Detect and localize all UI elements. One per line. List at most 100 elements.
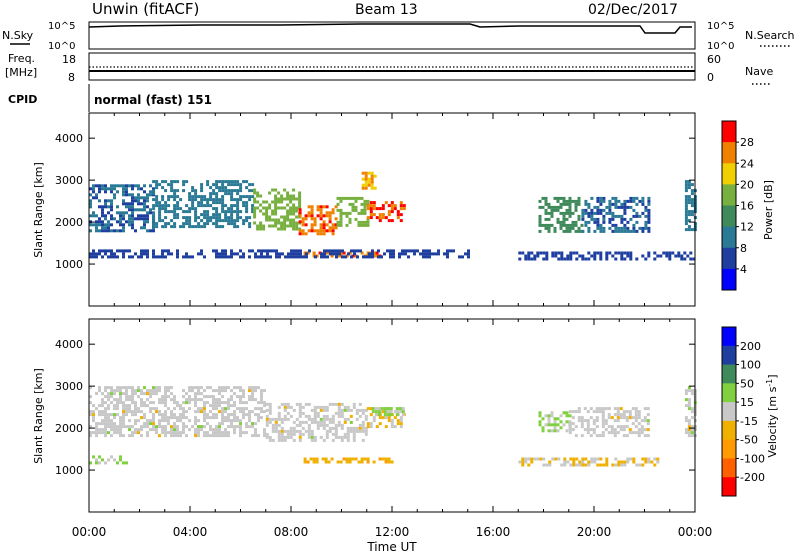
x-tick-label: 00:00 bbox=[678, 525, 713, 539]
power-echo-cell bbox=[134, 184, 137, 188]
velocity-echo-cell bbox=[188, 401, 191, 405]
velocity-echo-cell bbox=[345, 460, 349, 464]
velocity-echo-cell bbox=[265, 414, 269, 418]
power-echo-cell bbox=[647, 251, 651, 255]
power-echo-cell bbox=[623, 257, 627, 261]
velocity-echo-cell bbox=[218, 389, 221, 393]
power-echo-cell bbox=[253, 221, 257, 225]
velocity-echo-cell bbox=[601, 431, 605, 435]
power-echo-cell bbox=[176, 213, 180, 217]
velocity-echo-cell bbox=[613, 434, 617, 438]
power-echo-cell bbox=[194, 216, 198, 220]
velocity-echo-cell bbox=[158, 419, 161, 423]
power-echo-cell bbox=[140, 217, 143, 221]
velocity-echo-cell bbox=[101, 401, 104, 405]
power-echo-cell bbox=[197, 225, 201, 229]
power-echo-cell bbox=[95, 255, 98, 259]
velocity-echo-cell bbox=[653, 457, 657, 461]
velocity-echo-cell bbox=[101, 398, 104, 402]
power-echo-cell bbox=[361, 171, 365, 175]
power-echo-cell bbox=[568, 199, 572, 203]
velocity-echo-cell bbox=[687, 407, 691, 411]
velocity-echo-cell bbox=[562, 423, 566, 427]
power-echo-cell bbox=[265, 209, 269, 213]
velocity-echo-cell bbox=[265, 423, 269, 427]
velocity-echo-cell bbox=[619, 413, 623, 417]
velocity-echo-cell bbox=[289, 435, 293, 439]
power-echo-cell bbox=[387, 213, 391, 217]
velocity-echo-cell bbox=[383, 413, 387, 417]
velocity-echo-cell bbox=[221, 395, 224, 399]
velocity-echo-cell bbox=[254, 386, 257, 390]
power-echo-cell bbox=[361, 186, 365, 190]
velocity-echo-cell bbox=[366, 422, 370, 426]
power-echo-cell bbox=[233, 183, 237, 187]
power-echo-cell bbox=[230, 216, 234, 220]
power-echo-cell bbox=[155, 222, 159, 226]
velocity-echo-cell bbox=[248, 398, 251, 402]
velocity-echo-cell bbox=[634, 431, 638, 435]
velocity-echo-cell bbox=[581, 457, 585, 461]
velocity-echo-cell bbox=[239, 419, 242, 423]
power-echo-cell bbox=[684, 189, 688, 193]
power-echo-cell bbox=[422, 255, 425, 259]
power-echo-cell bbox=[437, 249, 440, 253]
colorbar-frame bbox=[721, 326, 737, 497]
power-echo-cell bbox=[565, 226, 569, 230]
velocity-echo-cell bbox=[113, 428, 116, 432]
power-echo-cell bbox=[209, 186, 213, 190]
velocity-echo-cell bbox=[334, 411, 338, 415]
velocity-echo-cell bbox=[306, 460, 310, 464]
power-echo-cell bbox=[599, 196, 603, 200]
nsearch-label: N.Search bbox=[745, 29, 795, 42]
velocity-echo-cell bbox=[194, 416, 197, 420]
power-echo-cell bbox=[251, 183, 255, 187]
power-echo-cell bbox=[623, 208, 627, 212]
velocity-echo-cell bbox=[366, 457, 370, 461]
velocity-echo-cell bbox=[119, 422, 122, 426]
velocity-echo-cell bbox=[125, 392, 128, 396]
power-echo-cell bbox=[647, 254, 651, 258]
velocity-echo-cell bbox=[313, 405, 317, 409]
power-echo-cell bbox=[215, 192, 219, 196]
power-echo-cell bbox=[599, 208, 603, 212]
velocity-echo-cell bbox=[524, 460, 528, 464]
power-echo-cell bbox=[295, 224, 299, 228]
power-echo-cell bbox=[170, 186, 174, 190]
velocity-echo-cell bbox=[206, 401, 209, 405]
power-echo-cell bbox=[684, 210, 688, 214]
velocity-echo-cell bbox=[242, 401, 245, 405]
velocity-echo-cell bbox=[110, 434, 113, 438]
power-echo-cell bbox=[143, 184, 146, 188]
power-echo-cell bbox=[348, 217, 352, 221]
velocity-echo-cell bbox=[218, 422, 221, 426]
power-echo-cell bbox=[560, 257, 564, 261]
power-echo-cell bbox=[262, 200, 266, 204]
power-echo-cell bbox=[104, 217, 107, 221]
power-echo-cell bbox=[253, 191, 257, 195]
velocity-echo-cell bbox=[334, 402, 338, 406]
velocity-echo-cell bbox=[277, 411, 281, 415]
power-echo-cell bbox=[110, 190, 113, 194]
velocity-echo-cell bbox=[578, 463, 582, 467]
power-echo-cell bbox=[212, 198, 216, 202]
power-echo-cell bbox=[218, 225, 222, 229]
velocity-echo-cell bbox=[381, 410, 385, 414]
colorbar-tick-label: 20 bbox=[740, 178, 754, 191]
power-echo-cell bbox=[559, 211, 563, 215]
power-echo-cell bbox=[310, 223, 314, 227]
power-echo-cell bbox=[152, 204, 156, 208]
power-echo-cell bbox=[596, 217, 600, 221]
power-echo-cell bbox=[128, 220, 131, 224]
power-echo-cell bbox=[188, 216, 192, 220]
power-echo-cell bbox=[684, 183, 688, 187]
power-echo-cell bbox=[574, 205, 578, 209]
velocity-echo-cell bbox=[128, 407, 131, 411]
power-echo-cell bbox=[125, 202, 128, 206]
power-echo-cell bbox=[215, 198, 219, 202]
velocity-echo-cell bbox=[283, 414, 287, 418]
power-echo-cell bbox=[227, 183, 231, 187]
velocity-echo-cell bbox=[161, 416, 164, 420]
velocity-echo-cell bbox=[131, 392, 134, 396]
